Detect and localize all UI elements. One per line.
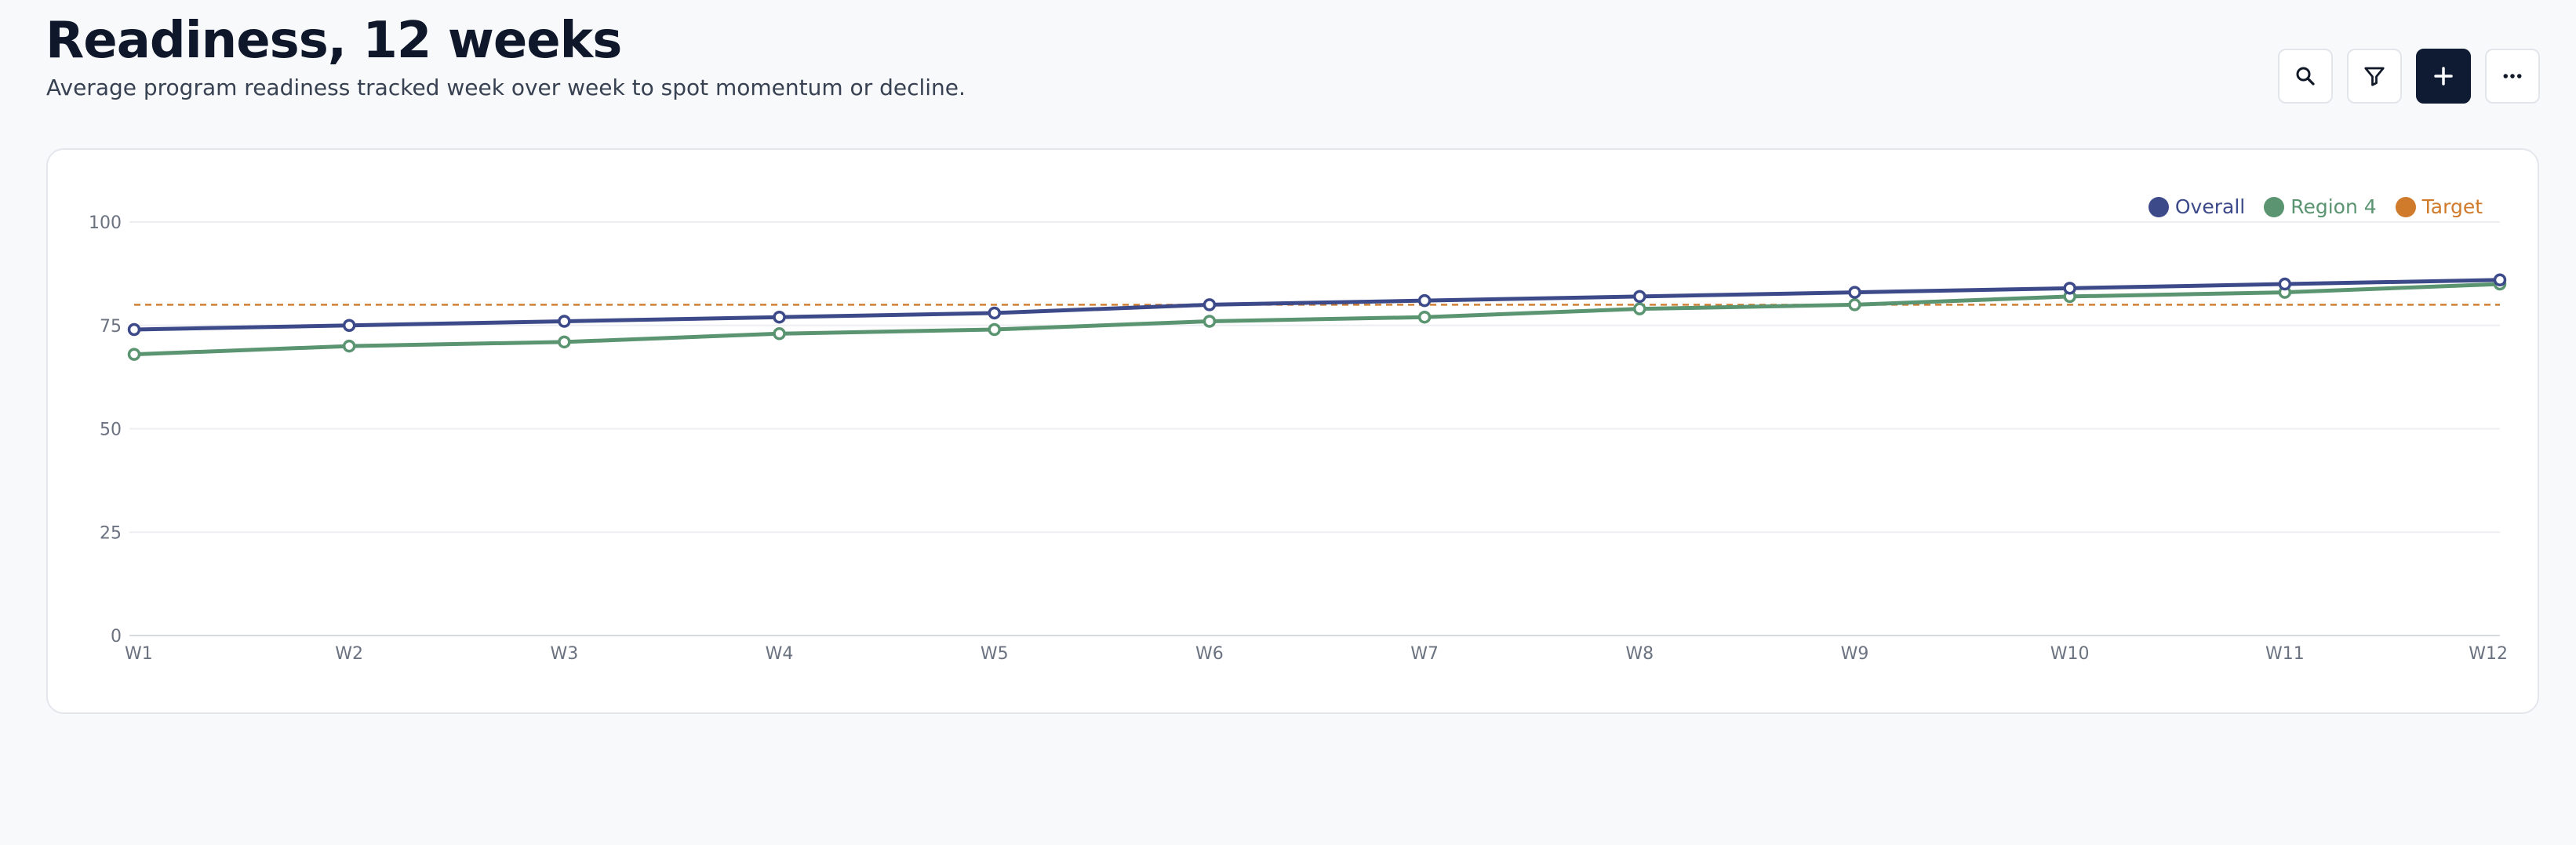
y-tick-label: 100	[89, 213, 122, 233]
data-point-overall	[2063, 282, 2076, 295]
chart-legend: Overall Region 4 Target	[2148, 195, 2483, 218]
y-tick-label: 0	[111, 627, 122, 646]
data-point-overall	[342, 319, 356, 332]
legend-label-target: Target	[2421, 195, 2483, 218]
plus-icon	[2434, 67, 2453, 86]
x-tick-label: W6	[1195, 644, 1224, 664]
data-point-region-4	[1417, 310, 1432, 324]
data-point-overall	[127, 322, 141, 337]
more-button[interactable]	[2485, 49, 2540, 104]
filter-icon	[2364, 67, 2385, 86]
add-button[interactable]	[2416, 49, 2471, 104]
data-point-overall	[2278, 277, 2292, 291]
search-icon	[2296, 67, 2315, 86]
y-tick-label: 25	[100, 523, 122, 543]
data-point-overall	[988, 306, 1001, 320]
data-point-region-4	[1848, 298, 1861, 311]
x-tick-label: W5	[981, 644, 1009, 664]
legend-item-region-4[interactable]: Region 4	[2264, 195, 2377, 218]
toolbar	[2278, 49, 2540, 104]
x-tick-label: W12	[2469, 644, 2508, 664]
y-tick-label: 75	[100, 317, 122, 337]
data-point-overall	[558, 315, 571, 328]
data-point-overall	[1202, 298, 1217, 311]
series-line-region-4	[132, 282, 2502, 357]
legend-label-overall: Overall	[2174, 195, 2246, 218]
x-tick-label: W2	[335, 644, 363, 664]
x-tick-label: W1	[125, 644, 153, 664]
legend-item-target[interactable]: Target	[2395, 195, 2483, 218]
data-point-region-4	[1633, 302, 1646, 315]
series-line-overall	[132, 278, 2502, 332]
page-title: Readiness, 12 weeks	[45, 12, 622, 70]
data-point-region-4	[1202, 315, 1217, 328]
more-horizontal-icon	[2503, 74, 2522, 78]
data-point-overall	[1848, 286, 1861, 299]
data-point-region-4	[988, 322, 1001, 337]
line-chart: 0 25 50 75 100 W1 W2 W3 W4 W5 W6 W7 W8 W9 W10 W11 W12	[89, 213, 2508, 664]
data-point-region-4	[773, 327, 786, 341]
x-tick-label: W10	[2050, 644, 2090, 664]
legend-swatch-region-4	[2264, 196, 2285, 217]
data-point-region-4	[127, 348, 141, 361]
x-tick-label: W11	[2265, 644, 2305, 664]
chart-card: 0 25 50 75 100 W1 W2 W3 W4 W5 W6 W7 W8 W9 W10 W11 W12 Ov…	[46, 148, 2539, 714]
x-tick-label: W4	[766, 644, 794, 664]
data-point-overall	[1633, 290, 1646, 304]
legend-swatch-overall	[2148, 196, 2169, 217]
filter-button[interactable]	[2347, 49, 2402, 104]
legend-swatch-target	[2395, 196, 2416, 217]
page-subtitle: Average program readiness tracked week o…	[46, 75, 966, 100]
data-point-region-4	[342, 339, 356, 353]
data-point-overall	[2493, 273, 2507, 287]
x-tick-label: W9	[1841, 644, 1869, 664]
legend-item-overall[interactable]: Overall	[2148, 195, 2245, 218]
x-tick-label: W3	[550, 644, 578, 664]
legend-label-region-4: Region 4	[2290, 195, 2377, 218]
y-tick-label: 50	[100, 421, 122, 440]
x-tick-label: W7	[1410, 644, 1439, 664]
data-point-region-4	[558, 335, 571, 349]
data-point-overall	[1417, 293, 1432, 308]
search-button[interactable]	[2278, 49, 2333, 104]
data-point-overall	[773, 310, 786, 324]
x-tick-label: W8	[1625, 644, 1654, 664]
